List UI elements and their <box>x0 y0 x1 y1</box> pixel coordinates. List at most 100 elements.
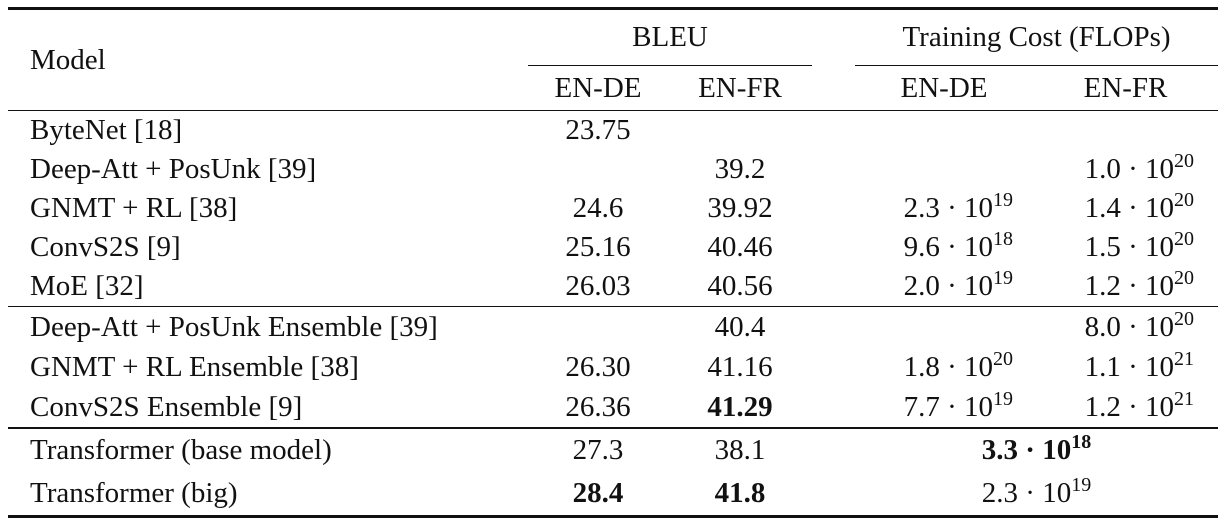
cell-value: 40.4 <box>714 310 766 343</box>
cell-exponent: 20 <box>1174 150 1195 172</box>
cell-exponent: 19 <box>993 267 1013 289</box>
cell-exponent: 20 <box>1174 267 1195 289</box>
table-section: ByteNet [18] 23.75 Deep-Att + PosUnk [39] 3… <box>8 110 1219 307</box>
flops-cell: 1.2 · 1020 <box>1033 267 1218 307</box>
subcolumn-header: EN-DE <box>855 65 1033 111</box>
spacer <box>812 267 855 307</box>
spacer <box>812 66 855 111</box>
cell-mantissa: 1.5 · 10 <box>1084 231 1175 263</box>
cell-mantissa: 7.7 · 10 <box>903 390 993 423</box>
subcolumn-header: EN-FR <box>668 65 812 111</box>
cell-value: 24.6 <box>572 192 624 224</box>
group-header: Training Cost (FLOPs) <box>855 7 1219 66</box>
model-cell: Transformer (base model) <box>30 434 332 466</box>
table-section: Deep-Att + PosUnk Ensemble [39] 40.4 8.0 ·… <box>8 306 1219 429</box>
flops-cell: 7.7 · 1019 <box>855 387 1033 428</box>
table-row: GNMT + RL [38] 24.6 39.92 2.3 · 1019 1.4 · 1… <box>8 189 1218 228</box>
bleu-cell: 25.16 <box>528 228 668 267</box>
cell-exponent: 21 <box>1174 387 1195 410</box>
cell-exponent: 18 <box>1071 431 1092 453</box>
model-cell: Deep-Att + PosUnk [39] <box>30 153 317 185</box>
cell-exponent: 21 <box>1174 347 1195 370</box>
results-table: Model BLEU Training Cost (FLOPs) EN-DE E… <box>8 7 1219 518</box>
cell-value: 40.56 <box>707 270 773 302</box>
bleu-cell <box>528 307 668 348</box>
model-cell: GNMT + RL [38] <box>30 192 238 224</box>
cell-value: 23.75 <box>565 114 631 146</box>
spacer <box>812 347 855 387</box>
subcolumn-header: EN-DE <box>528 65 668 111</box>
flops-cell <box>855 111 1033 151</box>
flops-cell: 2.0 · 1019 <box>855 267 1033 307</box>
spacer <box>812 228 855 267</box>
flops-cell: 2.3 · 1019 <box>855 472 1218 517</box>
flops-cell <box>855 150 1033 189</box>
table-row: Deep-Att + PosUnk Ensemble [39] 40.4 8.0 ·… <box>8 307 1218 348</box>
table-row: GNMT + RL Ensemble [38] 26.30 41.16 1.8 · 1… <box>8 347 1218 387</box>
cell-value: 41.29 <box>707 390 773 423</box>
cell-exponent: 19 <box>993 189 1013 211</box>
cell-value: 26.30 <box>565 350 631 383</box>
cell-mantissa: 1.2 · 10 <box>1084 270 1175 302</box>
cell-value: 26.03 <box>565 270 631 302</box>
model-cell: ConvS2S Ensemble [9] <box>30 390 303 423</box>
cell-exponent: 18 <box>993 228 1013 250</box>
table-row: ConvS2S Ensemble [9] 26.36 41.29 7.7 · 1019… <box>8 387 1218 428</box>
bleu-cell: 41.8 <box>668 472 812 517</box>
flops-cell: 1.8 · 1020 <box>855 347 1033 387</box>
model-cell: Deep-Att + PosUnk Ensemble [39] <box>30 310 438 343</box>
table-row: Transformer (big) 28.4 41.8 2.3 · 1019 <box>8 472 1218 517</box>
model-cell: GNMT + RL Ensemble [38] <box>30 350 359 383</box>
model-cell: Transformer (big) <box>30 477 238 509</box>
flops-cell <box>855 307 1033 348</box>
cell-mantissa: 9.6 · 10 <box>903 231 993 263</box>
bleu-cell: 40.46 <box>668 228 812 267</box>
cell-exponent: 19 <box>993 387 1013 410</box>
cell-mantissa: 2.0 · 10 <box>903 270 993 302</box>
subheader-row: EN-DE EN-FR EN-DE EN-FR <box>8 65 1219 111</box>
bleu-cell: 38.1 <box>668 428 812 472</box>
flops-cell: 8.0 · 1020 <box>1033 307 1218 348</box>
cell-value: 27.3 <box>572 434 624 466</box>
bleu-cell: 41.29 <box>668 387 812 428</box>
flops-cell: 1.5 · 1020 <box>1033 228 1218 267</box>
spacer <box>812 189 855 228</box>
group-header: BLEU <box>528 7 812 66</box>
bleu-cell: 41.16 <box>668 347 812 387</box>
cell-exponent: 20 <box>993 347 1013 370</box>
cell-value: 39.2 <box>714 153 766 185</box>
spacer <box>812 7 855 66</box>
model-cell: ByteNet [18] <box>30 114 183 146</box>
cell-value: 26.36 <box>565 390 631 423</box>
flops-cell: 1.4 · 1020 <box>1033 189 1218 228</box>
flops-cell: 1.0 · 1020 <box>1033 150 1218 189</box>
cell-exponent: 20 <box>1174 307 1195 330</box>
spacer <box>812 150 855 189</box>
cell-mantissa: 2.3 · 10 <box>903 192 993 224</box>
flops-cell: 9.6 · 1018 <box>855 228 1033 267</box>
table-row: MoE [32] 26.03 40.56 2.0 · 1019 1.2 · 1020 <box>8 267 1218 307</box>
bleu-cell: 28.4 <box>528 472 668 517</box>
cell-mantissa: 8.0 · 10 <box>1084 310 1175 343</box>
cell-mantissa: 1.8 · 10 <box>903 350 993 383</box>
cell-value: 39.92 <box>707 192 773 224</box>
cell-value: 41.8 <box>714 477 766 509</box>
cell-exponent: 20 <box>1174 228 1195 250</box>
cell-mantissa: 1.1 · 10 <box>1084 350 1175 383</box>
bleu-cell: 40.56 <box>668 267 812 307</box>
cell-value: 38.1 <box>714 434 766 466</box>
cell-mantissa: 2.3 · 10 <box>981 477 1072 509</box>
flops-cell: 1.1 · 1021 <box>1033 347 1218 387</box>
spacer <box>812 428 855 472</box>
spacer <box>812 387 855 428</box>
bleu-cell <box>668 111 812 151</box>
bleu-cell: 26.03 <box>528 267 668 307</box>
bleu-cell: 24.6 <box>528 189 668 228</box>
flops-cell: 3.3 · 1018 <box>855 428 1218 472</box>
header-row: Model BLEU Training Cost (FLOPs) <box>8 7 1219 111</box>
cell-exponent: 20 <box>1174 189 1195 211</box>
cell-mantissa: 1.4 · 10 <box>1084 192 1175 224</box>
bleu-cell: 26.30 <box>528 347 668 387</box>
model-cell: ConvS2S [9] <box>30 231 181 263</box>
